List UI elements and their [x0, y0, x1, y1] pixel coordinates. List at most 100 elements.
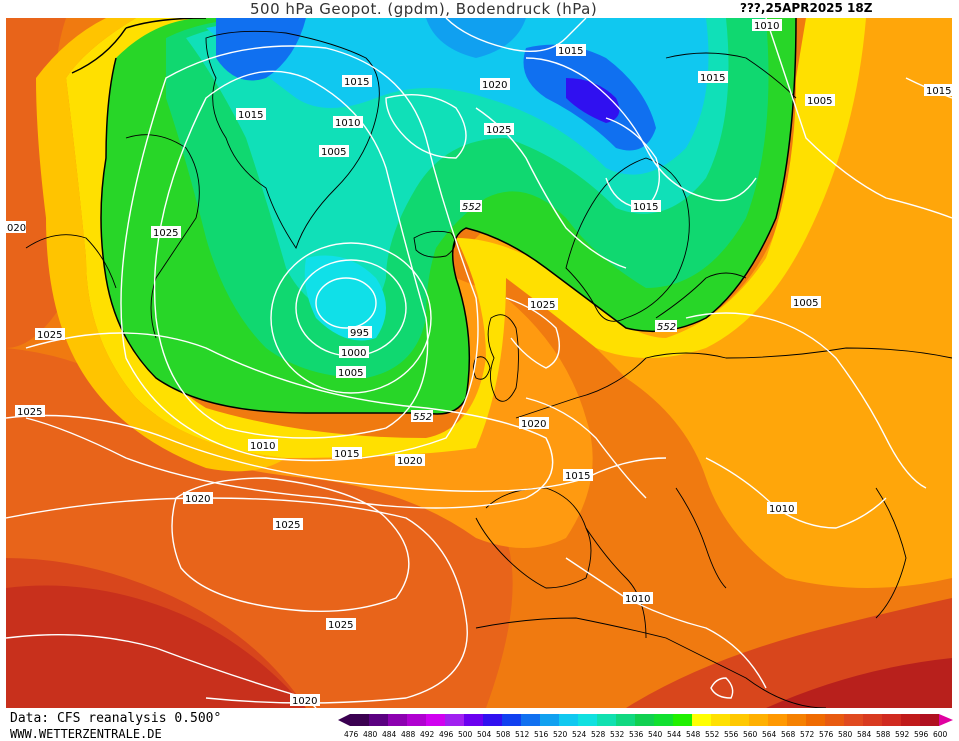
isobar-label: 1020 — [290, 694, 320, 707]
legend-tick-label: 488 — [401, 730, 416, 739]
legend-tick-label: 528 — [591, 730, 606, 739]
weather-map: 1010 1015 1015 1015 1020 1015 1005 1015 … — [6, 18, 952, 708]
isobar-label: 1005 — [336, 366, 366, 379]
isobar-label: 1000 — [339, 346, 369, 359]
legend-swatch — [654, 714, 673, 726]
contour-552 — [71, 18, 797, 415]
legend-swatch — [635, 714, 654, 726]
legend-tick-label: 564 — [762, 730, 777, 739]
low-center-cyan — [304, 255, 386, 341]
legend-swatch — [350, 714, 369, 726]
legend-tick-label: 592 — [895, 730, 910, 739]
isobar-label: 1020 — [395, 454, 425, 467]
band-yellow — [66, 18, 866, 458]
svg-text:1005: 1005 — [321, 147, 346, 158]
svg-text:020: 020 — [7, 223, 26, 234]
coastlines — [25, 30, 952, 708]
legend-arrow-left — [338, 714, 350, 726]
svg-text:1025: 1025 — [530, 300, 555, 311]
svg-text:552: 552 — [413, 412, 432, 423]
legend-tick-label: 580 — [838, 730, 853, 739]
legend-tick-label: 556 — [724, 730, 739, 739]
legend-tick-label: 476 — [344, 730, 359, 739]
isobar-label: 020 — [6, 221, 26, 234]
legend-tick-label: 512 — [515, 730, 530, 739]
legend-tick-label: 524 — [572, 730, 587, 739]
svg-text:1005: 1005 — [793, 298, 818, 309]
isobar-label: 1020 — [480, 78, 510, 91]
legend-arrow-right — [939, 714, 953, 726]
legend-swatch — [502, 714, 521, 726]
band-orange-w — [6, 348, 513, 708]
isobar-label: 1015 — [332, 447, 362, 460]
svg-text:1010: 1010 — [769, 504, 794, 515]
legend-tick-label: 560 — [743, 730, 758, 739]
legend-swatch — [806, 714, 825, 726]
isobar-label: 1025 — [151, 226, 181, 239]
svg-text:995: 995 — [350, 328, 369, 339]
svg-text:1025: 1025 — [275, 520, 300, 531]
legend-swatch — [901, 714, 920, 726]
legend-tick-label: 588 — [876, 730, 891, 739]
legend-tick-label: 600 — [933, 730, 948, 739]
svg-text:1010: 1010 — [335, 118, 360, 129]
legend-swatch — [711, 714, 730, 726]
legend-tick-label: 584 — [857, 730, 872, 739]
legend-tick-label: 484 — [382, 730, 397, 739]
legend-tick-label: 568 — [781, 730, 796, 739]
band-orange-c — [156, 278, 593, 548]
contour-label-552: 552 — [655, 320, 677, 333]
svg-text:1015: 1015 — [926, 86, 951, 97]
legend-swatch — [521, 714, 540, 726]
legend-swatch — [768, 714, 787, 726]
isobar-labels: 1010 1015 1015 1015 1020 1015 1005 1015 … — [6, 19, 952, 707]
isobar-label: 1005 — [319, 145, 349, 158]
contour-label-552: 552 — [411, 410, 433, 423]
legend-tick-label: 520 — [553, 730, 568, 739]
isobar-label: 1015 — [556, 44, 586, 57]
isobar-label: 1015 — [236, 108, 266, 121]
isobar-label: 1010 — [752, 19, 782, 32]
legend-tick-label: 516 — [534, 730, 549, 739]
isobar-label: 1010 — [767, 502, 797, 515]
svg-text:1025: 1025 — [17, 407, 42, 418]
svg-text:552: 552 — [657, 322, 676, 333]
svg-text:552: 552 — [462, 202, 481, 213]
isobar-label: 1010 — [623, 592, 653, 605]
color-legend: 476 480 484 488 492 496 500 504 508 512 516 520 524 5… — [338, 714, 953, 739]
legend-swatch — [540, 714, 559, 726]
website-link[interactable]: WWW.WETTERZENTRALE.DE — [10, 727, 162, 741]
legend-swatch — [616, 714, 635, 726]
svg-text:1020: 1020 — [397, 456, 422, 467]
svg-text:1015: 1015 — [344, 77, 369, 88]
legend-tick-label: 492 — [420, 730, 435, 739]
isobar-label: 995 — [348, 326, 372, 339]
isobar-label: 1015 — [631, 200, 661, 213]
isobar-label: 1025 — [528, 298, 558, 311]
svg-text:1015: 1015 — [334, 449, 359, 460]
svg-text:1020: 1020 — [482, 80, 507, 91]
low-scandi-core — [566, 78, 620, 123]
legend-swatch — [787, 714, 806, 726]
svg-text:1015: 1015 — [558, 46, 583, 57]
svg-text:1025: 1025 — [153, 228, 178, 239]
legend-tick-label: 596 — [914, 730, 929, 739]
legend-tick-label: 508 — [496, 730, 511, 739]
legend-tick-label: 544 — [667, 730, 682, 739]
legend-tick-label: 480 — [363, 730, 378, 739]
svg-text:1010: 1010 — [250, 441, 275, 452]
legend-tick-label: 576 — [819, 730, 834, 739]
legend-tick-label: 532 — [610, 730, 625, 739]
legend-swatch — [749, 714, 768, 726]
svg-text:1005: 1005 — [807, 96, 832, 107]
legend-swatch — [483, 714, 502, 726]
legend-swatch — [464, 714, 483, 726]
svg-text:1015: 1015 — [700, 73, 725, 84]
isobar-label: 1015 — [698, 71, 728, 84]
legend-swatch — [730, 714, 749, 726]
legend-swatch — [882, 714, 901, 726]
legend-swatch — [692, 714, 711, 726]
isobar-label: 1025 — [484, 123, 514, 136]
legend-tick-label: 496 — [439, 730, 454, 739]
legend-swatch — [445, 714, 464, 726]
